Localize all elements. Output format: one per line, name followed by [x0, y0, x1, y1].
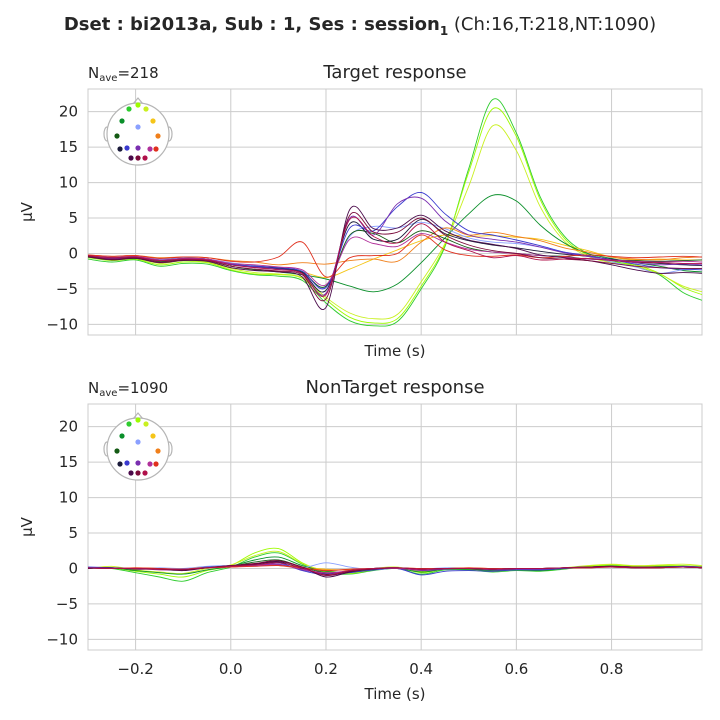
channel-trace-15 — [88, 212, 702, 302]
suptitle-subscript: 1 — [440, 24, 448, 38]
electrode-dot — [155, 133, 161, 139]
electrode-dot — [150, 433, 156, 439]
electrode-dot — [128, 470, 134, 476]
n-ave-label: Nave=218 — [88, 64, 159, 84]
electrode-dot — [150, 118, 156, 124]
electrode-dot — [119, 433, 125, 439]
electrode-dot — [135, 124, 141, 130]
panel-nontarget: 20 15 10 5 0 −5 −10 −0.2 0.0 0.2 0.4 0.6 0.8 NonTarge… — [18, 377, 703, 703]
y-tick-label: 15 — [59, 138, 78, 156]
y-tick-label: 15 — [59, 453, 78, 471]
electrode-dot — [126, 421, 132, 427]
channel-traces — [88, 98, 702, 327]
electrode-dot — [135, 102, 141, 108]
n-ave-subscript: ave — [99, 388, 117, 399]
electrode-dot — [135, 439, 141, 445]
electrode-dot — [128, 155, 134, 161]
y-tick-label: −5 — [56, 280, 78, 298]
panel-title: Target response — [322, 62, 466, 83]
x-tick-label: 0.4 — [409, 660, 433, 678]
panel-target: 20 15 10 5 0 −5 −10 Target response Nave=218 Time… — [18, 62, 703, 360]
electrode-dot — [117, 146, 123, 152]
electrode-dot — [135, 145, 141, 151]
suptitle-prefix: Dset : bi2013a, Sub : 1, Ses : session — [64, 14, 440, 35]
electrode-dot — [135, 470, 141, 476]
electrode-dot — [135, 417, 141, 423]
electrode-dot — [143, 106, 149, 112]
y-tick-label: 20 — [59, 103, 78, 121]
y-axis-label: µV — [18, 201, 36, 222]
electrode-dot — [124, 145, 130, 151]
nose-shape — [132, 97, 144, 105]
electrode-dot — [119, 118, 125, 124]
y-tick-label: 10 — [59, 489, 78, 507]
y-tick-label: −10 — [46, 315, 78, 333]
y-tick-label: −5 — [56, 595, 78, 613]
x-tick-label: 0.2 — [314, 660, 338, 678]
channel-trace-16 — [88, 216, 702, 297]
n-ave-label: Nave=1090 — [88, 379, 168, 399]
channel-traces — [88, 547, 702, 582]
electrode-dot — [114, 133, 120, 139]
electrode-dot — [147, 461, 153, 467]
n-ave-prefix: N — [88, 379, 99, 397]
y-tick-label: 10 — [59, 174, 78, 192]
head-icon — [103, 412, 173, 481]
panel-title: NonTarget response — [305, 377, 484, 398]
n-ave-subscript: ave — [99, 73, 117, 84]
y-axis-label: µV — [18, 516, 36, 537]
channel-trace-13 — [88, 234, 702, 278]
y-tick-label: 0 — [68, 559, 78, 577]
x-tick-label: −0.2 — [117, 660, 153, 678]
n-ave-value: =218 — [117, 64, 158, 82]
nose-shape — [132, 412, 144, 420]
electrode-dot — [143, 421, 149, 427]
y-tick-label: 20 — [59, 418, 78, 436]
electrode-dot — [135, 155, 141, 161]
x-tick-label: 0.8 — [600, 660, 624, 678]
n-ave-value: =1090 — [117, 379, 168, 397]
electrode-dot — [142, 470, 148, 476]
electrode-dot — [114, 448, 120, 454]
electrode-dot — [117, 461, 123, 467]
n-ave-prefix: N — [88, 64, 99, 82]
y-tick-label: 5 — [68, 524, 78, 542]
axes-frame — [87, 403, 703, 651]
axes-frame — [87, 88, 703, 336]
electrode-dot — [147, 146, 153, 152]
electrode-dot — [124, 460, 130, 466]
electrode-dot — [155, 448, 161, 454]
electrode-dot — [153, 461, 159, 467]
y-tick-label: −10 — [46, 630, 78, 648]
x-axis-label: Time (s) — [364, 685, 426, 703]
y-tick-label: 0 — [68, 244, 78, 262]
electrode-dot — [126, 106, 132, 112]
suptitle-suffix: (Ch:16,T:218,NT:1090) — [448, 14, 656, 35]
y-tick-label: 5 — [68, 209, 78, 227]
electrode-dot — [153, 146, 159, 152]
x-tick-label: 0.0 — [219, 660, 243, 678]
x-axis-label: Time (s) — [364, 342, 426, 360]
channel-trace-16 — [88, 562, 702, 576]
head-icon — [103, 97, 173, 166]
x-tick-label: 0.6 — [504, 660, 528, 678]
channel-trace-14 — [88, 205, 702, 310]
electrode-dot — [135, 460, 141, 466]
electrode-dot — [142, 155, 148, 161]
channel-trace-3 — [88, 550, 702, 574]
figure-suptitle: Dset : bi2013a, Sub : 1, Ses : session1 … — [64, 14, 656, 38]
